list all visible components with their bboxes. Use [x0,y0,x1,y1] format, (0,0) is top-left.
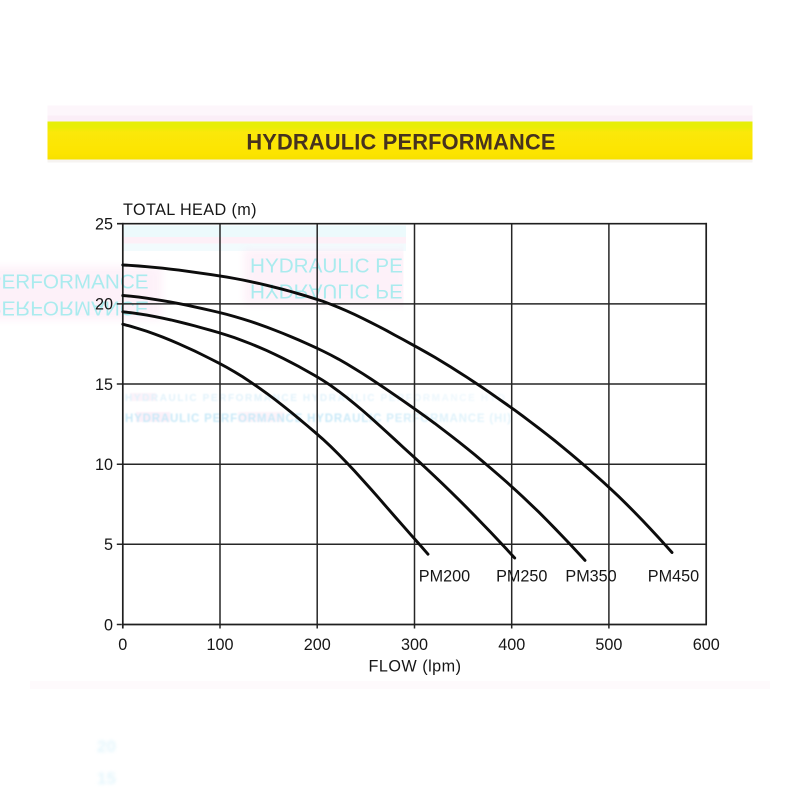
svg-text:300: 300 [401,636,428,654]
svg-text:100: 100 [206,636,233,654]
svg-text:5: 5 [104,536,113,554]
svg-text:25: 25 [95,216,113,234]
svg-text:400: 400 [498,636,525,654]
svg-text:0: 0 [118,636,127,654]
svg-text:10: 10 [95,456,113,474]
svg-text:20: 20 [97,737,116,756]
svg-text:500: 500 [595,636,622,654]
svg-text:200: 200 [304,636,331,654]
svg-text:PM450: PM450 [648,568,699,586]
svg-text:PM250: PM250 [496,568,547,586]
svg-text:HYDRAULIC PERFORMANCE: HYDRAULIC PERFORMANCE [250,280,536,303]
svg-text:PM200: PM200 [419,568,470,586]
svg-text:20: 20 [95,296,113,314]
svg-text:HYDRAULIC PERFORMANCE HYDRAULI: HYDRAULIC PERFORMANCE HYDRAULIC PERFORMA… [125,393,505,404]
svg-text:HYDRAULIC PERFORMANCE HYDRAULI: HYDRAULIC PERFORMANCE HYDRAULIC PERFORMA… [125,413,511,425]
svg-text:HYDRAULIC PERFORMANCE: HYDRAULIC PERFORMANCE [0,271,149,294]
svg-text:0: 0 [104,616,113,634]
svg-text:FLOW (lpm): FLOW (lpm) [368,658,461,676]
svg-text:HYDRAULIC PERFORMANCE: HYDRAULIC PERFORMANCE [250,255,536,278]
svg-text:PM350: PM350 [565,568,616,586]
svg-text:15: 15 [95,376,113,394]
svg-text:15: 15 [97,769,116,788]
svg-text:HYDRAULIC PERFORMANCE: HYDRAULIC PERFORMANCE [0,297,149,320]
svg-text:600: 600 [693,636,720,654]
svg-text:TOTAL HEAD (m): TOTAL HEAD (m) [123,201,257,219]
svg-text:HYDRAULIC PERFORMANCE: HYDRAULIC PERFORMANCE [246,130,555,155]
